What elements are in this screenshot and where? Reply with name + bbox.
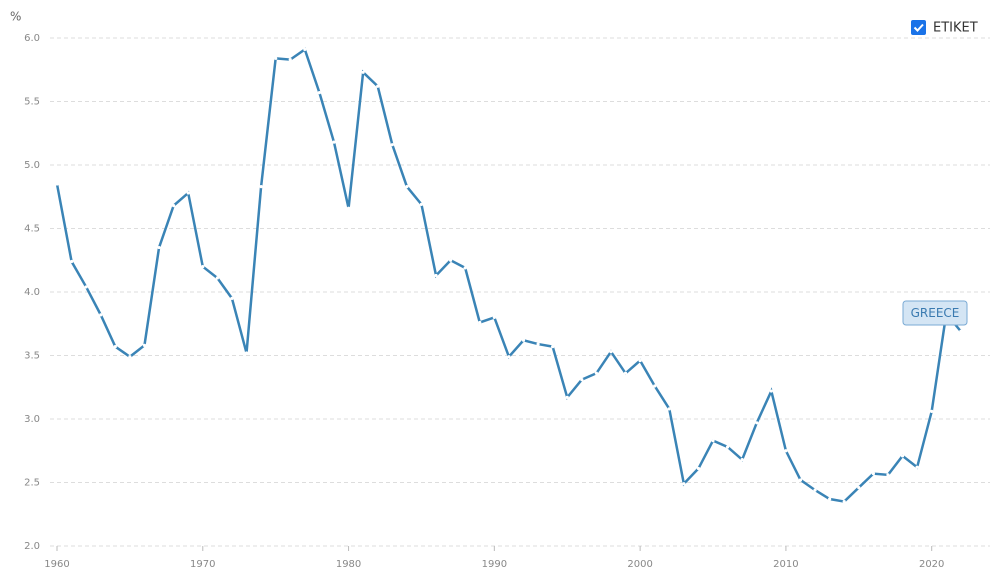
point [259,184,263,189]
x-tick-label: 1960 [44,559,69,570]
checkbox-box[interactable] [911,20,926,35]
series-label: GREECE [902,300,968,326]
point [784,449,788,453]
x-tick-label: 2010 [773,559,798,570]
point [492,315,496,319]
y-tick-label: 4.5 [24,224,40,235]
series-label-box [902,300,968,326]
point [696,466,701,471]
point [317,91,322,95]
point [405,184,409,189]
checkbox[interactable]: ETIKET [911,20,978,36]
point [434,273,438,278]
point [201,265,205,269]
point [667,407,671,411]
y-tick-label: 6.0 [24,33,40,44]
point [390,143,394,147]
point [332,140,336,144]
point [274,56,278,60]
point [186,191,190,195]
point [900,454,905,458]
point [55,182,59,186]
point [915,465,919,469]
point [244,351,249,355]
point [755,421,759,425]
point [521,338,526,342]
x-tick-label: 2000 [627,559,652,570]
point [580,378,584,382]
point [361,70,365,74]
point [740,458,744,462]
point [157,245,161,250]
point [230,296,234,300]
point [99,313,103,317]
series-label-text: GREECE [911,306,960,320]
point [886,473,890,477]
y-tick-label: 5.5 [24,97,40,108]
point [813,488,817,492]
y-unit: % [10,10,21,24]
x-tick-label: 1970 [190,559,215,570]
point [551,345,555,349]
point [653,384,657,388]
point [623,371,628,375]
point [288,57,292,62]
point [142,343,147,347]
point [507,355,511,359]
point [682,482,686,486]
point [828,497,832,501]
y-tick-label: 4.0 [24,287,40,298]
point [128,355,132,359]
point [638,358,642,363]
y-tick-label: 5.0 [24,160,40,171]
point [930,409,934,413]
point [565,395,569,400]
point [303,47,307,52]
point [478,320,482,325]
y-tick-label: 2.5 [24,478,40,489]
point [215,276,219,280]
point [376,84,380,88]
point [69,259,74,264]
point [842,499,846,504]
x-tick-label: 1980 [336,559,361,570]
point [609,350,613,354]
point [594,371,598,375]
point [463,266,467,270]
y-tick-label: 2.0 [24,541,40,552]
point [346,206,351,210]
point [84,285,88,289]
checkbox-check [913,23,924,32]
point [857,485,861,490]
point [711,438,715,443]
point [725,445,730,449]
point [536,342,540,346]
point [871,472,875,476]
x-tick-label: 2020 [919,559,944,570]
point [798,478,803,482]
y-tick-label: 3.5 [24,351,40,362]
point [113,345,117,349]
x-tick-label: 1990 [482,559,507,570]
point [769,389,773,393]
point [419,202,424,206]
point [172,204,176,208]
checkbox-label[interactable]: ETIKET [933,21,978,36]
point [959,329,963,333]
y-tick-label: 3.0 [24,414,40,425]
point [449,258,453,262]
line [55,47,962,503]
